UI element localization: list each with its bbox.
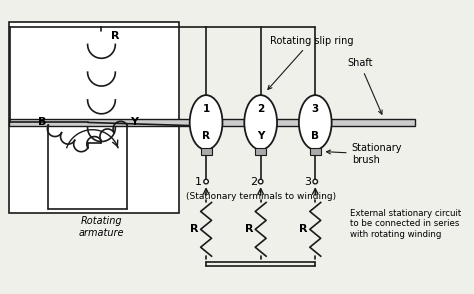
Circle shape	[258, 179, 263, 184]
Circle shape	[204, 179, 209, 184]
Text: 2: 2	[250, 177, 257, 187]
Text: Shaft: Shaft	[347, 58, 382, 114]
Text: Rotating slip ring: Rotating slip ring	[268, 36, 353, 89]
Text: 2: 2	[257, 104, 264, 114]
Text: Y: Y	[257, 131, 264, 141]
Text: (Stationary terminals to winding): (Stationary terminals to winding)	[186, 193, 336, 201]
Text: R: R	[110, 31, 119, 41]
Bar	[9, 119, 415, 126]
Text: 1: 1	[195, 177, 202, 187]
Text: Y: Y	[130, 117, 138, 127]
Bar	[255, 148, 266, 155]
Text: External stationary circuit
to be connected in series
with rotating winding: External stationary circuit to be connec…	[350, 209, 461, 239]
Text: R: R	[202, 131, 210, 141]
Bar	[9, 22, 179, 213]
Text: 3: 3	[304, 177, 311, 187]
Text: 1: 1	[202, 104, 210, 114]
Text: Stationary
brush: Stationary brush	[327, 143, 402, 165]
Bar	[201, 148, 211, 155]
Text: 3: 3	[311, 104, 319, 114]
Text: B: B	[311, 131, 319, 141]
Text: R: R	[299, 224, 308, 234]
Text: R: R	[245, 224, 253, 234]
Ellipse shape	[190, 95, 222, 150]
Text: Rotating
armature: Rotating armature	[79, 216, 124, 238]
Circle shape	[313, 179, 318, 184]
Ellipse shape	[299, 95, 332, 150]
Ellipse shape	[244, 95, 277, 150]
Text: R: R	[190, 224, 199, 234]
Bar	[310, 148, 321, 155]
Text: B: B	[38, 117, 46, 127]
